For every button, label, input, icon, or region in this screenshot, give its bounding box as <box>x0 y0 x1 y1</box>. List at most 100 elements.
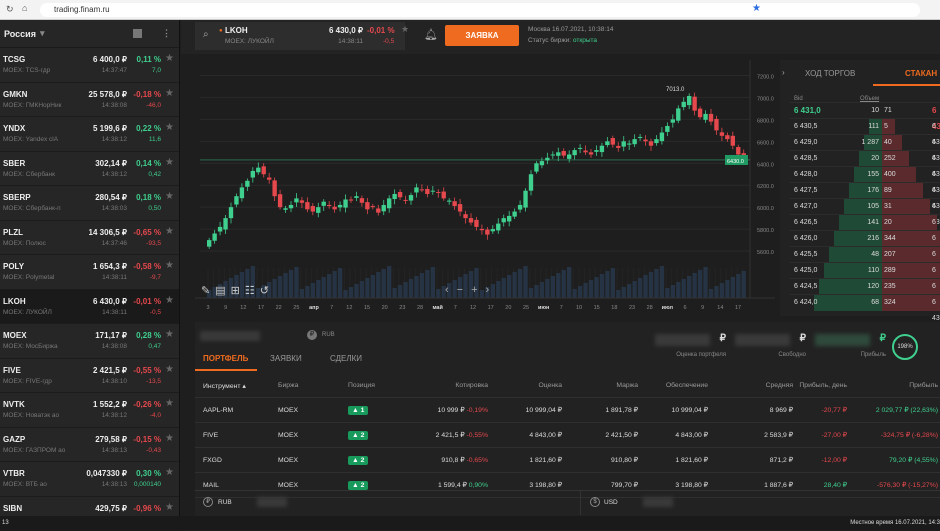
orderbook-row[interactable]: 6 427,0 105 31 6 435 <box>790 198 940 214</box>
column-header[interactable]: Маржа <box>616 382 638 389</box>
favorite-star-icon[interactable]: ★ <box>401 24 409 35</box>
favorite-star-icon[interactable]: ★ <box>165 122 174 133</box>
favorite-star-icon[interactable]: ★ <box>165 88 174 99</box>
zoom-out-icon[interactable]: − <box>457 284 471 296</box>
watchlist-item[interactable]: TCSG MOEX: TCS-гдр 6 400,0 ₽ 14:37:47 0,… <box>0 48 179 83</box>
tab-portfolio[interactable]: ПОРТФЕЛЬ <box>203 354 248 363</box>
expand-icon[interactable] <box>133 29 142 38</box>
orderbook-row[interactable]: 6 426,0 216 344 6 436 <box>790 230 940 246</box>
tab-trades[interactable]: ХОД ТОРГОВ <box>805 69 855 78</box>
column-header[interactable]: Биржа <box>278 382 298 389</box>
favorite-star-icon[interactable]: ★ <box>165 53 174 64</box>
column-header[interactable]: Позиция <box>348 382 375 389</box>
scroll-left-icon[interactable]: ‹ <box>445 284 457 296</box>
orderbook-row[interactable]: 6 428,5 20 252 6 433 <box>790 150 940 166</box>
favorite-star-icon[interactable]: ★ <box>165 191 174 202</box>
watchlist-item[interactable]: NVTK MOEX: Новатэк ао 1 552,2 ₽ 14:38:12… <box>0 393 179 428</box>
column-header[interactable]: Обеспечение <box>666 382 708 389</box>
home-icon[interactable]: ⌂ <box>22 3 27 13</box>
bell-icon[interactable]: 🔔︎ <box>424 28 438 41</box>
orderbook-row[interactable]: 6 430,5 111 5 6 432 <box>790 118 940 134</box>
tab-orders[interactable]: ЗАЯВКИ <box>270 354 302 363</box>
column-header[interactable]: Котировка <box>455 382 488 389</box>
x-tick-label: 28 <box>417 305 423 311</box>
watchlist-item[interactable]: POLY MOEX: Polymetal 1 654,3 ₽ 14:38:11 … <box>0 255 179 290</box>
reload-icon[interactable]: ↻ <box>6 4 14 15</box>
orderbook-row[interactable]: 6 424,5 120 235 6 437 <box>790 278 940 294</box>
watchlist-item[interactable]: SBER MOEX: Сбербанк 302,14 ₽ 14:38:12 0,… <box>0 152 179 187</box>
price: 6 430,0 ₽ <box>93 297 127 306</box>
favorite-star-icon[interactable]: ★ <box>165 329 174 340</box>
watchlist-item[interactable]: MOEX MOEX: МосБиржа 171,17 ₽ 14:38:08 0,… <box>0 324 179 359</box>
favorite-star-icon[interactable]: ★ <box>165 398 174 409</box>
bid-volume: 111 <box>868 119 879 135</box>
bookmark-star-icon[interactable]: ★ <box>752 3 761 14</box>
portfolio-row[interactable]: AAPL-RM MOEX ▲ 1 10 999 ₽ -0,19% 10 999,… <box>195 398 940 423</box>
price-chart[interactable]: D ▾ O 6397.5H 6432.5L 6366.5C 6430.0V 11… <box>195 60 775 316</box>
watchlist-item[interactable]: LKOH MOEX: ЛУКОЙЛ 6 430,0 ₽ 14:38:11 -0,… <box>0 290 179 325</box>
market-selector[interactable]: Россия <box>4 29 36 39</box>
undo-icon[interactable]: ↺ <box>260 285 274 297</box>
add-indicator-icon[interactable]: ⊞ <box>231 285 245 297</box>
portfolio-row[interactable]: FIVE MOEX ▲ 2 2 421,5 ₽ -0,55% 4 843,00 … <box>195 423 940 448</box>
watchlist-item[interactable]: PLZL MOEX: Полюс 14 306,5 ₽ 14:37:46 -0,… <box>0 221 179 256</box>
x-tick-label: 10 <box>576 305 582 311</box>
column-header[interactable]: Инструмент ▴ <box>203 382 246 390</box>
instrument-name: MOEX: Полюс <box>3 240 46 247</box>
time: 14:38:03 <box>102 205 127 212</box>
address-bar[interactable]: trading.finam.ru <box>40 3 920 17</box>
y-tick-label: 6400.0 <box>757 162 774 168</box>
favorite-star-icon[interactable]: ★ <box>165 502 174 513</box>
scroll-right-icon[interactable]: › <box>486 284 498 296</box>
candle-body <box>294 198 298 202</box>
candle-body <box>349 199 353 200</box>
orderbook-row[interactable]: 6 425,0 110 289 6 437 <box>790 262 940 278</box>
favorite-star-icon[interactable]: ★ <box>165 157 174 168</box>
column-header[interactable]: Средняя <box>766 382 793 389</box>
order-button[interactable]: ЗАЯВКА <box>445 25 519 46</box>
watchlist-item[interactable]: YNDX MOEX: Yandex clA 5 199,6 ₽ 14:38:12… <box>0 117 179 152</box>
favorite-star-icon[interactable]: ★ <box>165 364 174 375</box>
time: 14:38:10 <box>102 378 127 385</box>
orderbook-row[interactable]: 6 428,0 155 400 6 434 <box>790 166 940 182</box>
price: 25 578,0 ₽ <box>89 90 127 99</box>
change-value: -0,43 <box>146 447 161 454</box>
zoom-in-icon[interactable]: + <box>471 284 485 296</box>
watchlist-item[interactable]: GMKN MOEX: ГМКНорНик 25 578,0 ₽ 14:38:08… <box>0 83 179 118</box>
candle-body <box>414 187 418 192</box>
watchlist-item[interactable]: VTBR MOEX: ВТБ ао 0,047330 ₽ 14:38:13 0,… <box>0 462 179 497</box>
orderbook-row[interactable]: 6 431,0 10 71 6 432 <box>790 102 940 118</box>
favorite-star-icon[interactable]: ★ <box>165 226 174 237</box>
tab-deals[interactable]: СДЕЛКИ <box>330 354 362 363</box>
watchlist-item[interactable]: SBERP MOEX: Сбербанк-п 280,54 ₽ 14:38:03… <box>0 186 179 221</box>
orderbook-row[interactable]: 6 429,0 1 287 40 6 433 <box>790 134 940 150</box>
draw-icon[interactable]: ✎ <box>201 285 215 297</box>
orderbook-row[interactable]: 6 425,5 48 207 6 436 <box>790 246 940 262</box>
collapse-icon[interactable]: › <box>782 68 785 77</box>
favorite-star-icon[interactable]: ★ <box>165 295 174 306</box>
tab-orderbook[interactable]: СТАКАН <box>905 69 937 78</box>
column-header[interactable]: Прибыль, день <box>799 382 847 389</box>
favorite-star-icon[interactable]: ★ <box>165 260 174 271</box>
chevron-down-icon[interactable]: ▾ <box>40 28 45 39</box>
column-header[interactable]: Оценка <box>538 382 562 389</box>
instrument-name: MOEX: ЛУКОЙЛ <box>225 38 274 45</box>
orderbook-row[interactable]: 6 426,5 141 20 6 435 <box>790 214 940 230</box>
candle-body <box>458 204 462 211</box>
change-percent: 0,28 % <box>136 331 161 340</box>
column-header[interactable]: Прибыль <box>909 382 938 389</box>
portfolio-row[interactable]: FXGD MOEX ▲ 2 910,8 ₽ -0,65% 1 821,60 ₽ … <box>195 448 940 473</box>
trash-icon[interactable]: ▤ <box>215 285 230 297</box>
instrument-search[interactable]: ⌕ ● LKOH MOEX: ЛУКОЙЛ 6 430,0 ₽ 14:38:11… <box>195 22 405 50</box>
volume-bar <box>589 280 593 298</box>
more-icon[interactable]: ⋮ <box>162 28 171 39</box>
watchlist-item[interactable]: FIVE MOEX: FIVE-гдр 2 421,5 ₽ 14:38:10 -… <box>0 359 179 394</box>
orderbook-row[interactable]: 6 424,0 68 324 6 438 <box>790 294 940 310</box>
candlestick-chart[interactable]: 7200.07000.06800.06600.06400.06200.06000… <box>195 60 775 316</box>
watchlist-item[interactable]: GAZP MOEX: ГАЗПРОМ ао 279,58 ₽ 14:38:13 … <box>0 428 179 463</box>
settings-icon[interactable]: ☷ <box>245 285 260 297</box>
favorite-star-icon[interactable]: ★ <box>165 467 174 478</box>
search-icon[interactable]: ⌕ <box>203 29 209 40</box>
favorite-star-icon[interactable]: ★ <box>165 433 174 444</box>
orderbook-row[interactable]: 6 427,5 176 89 6 434 <box>790 182 940 198</box>
